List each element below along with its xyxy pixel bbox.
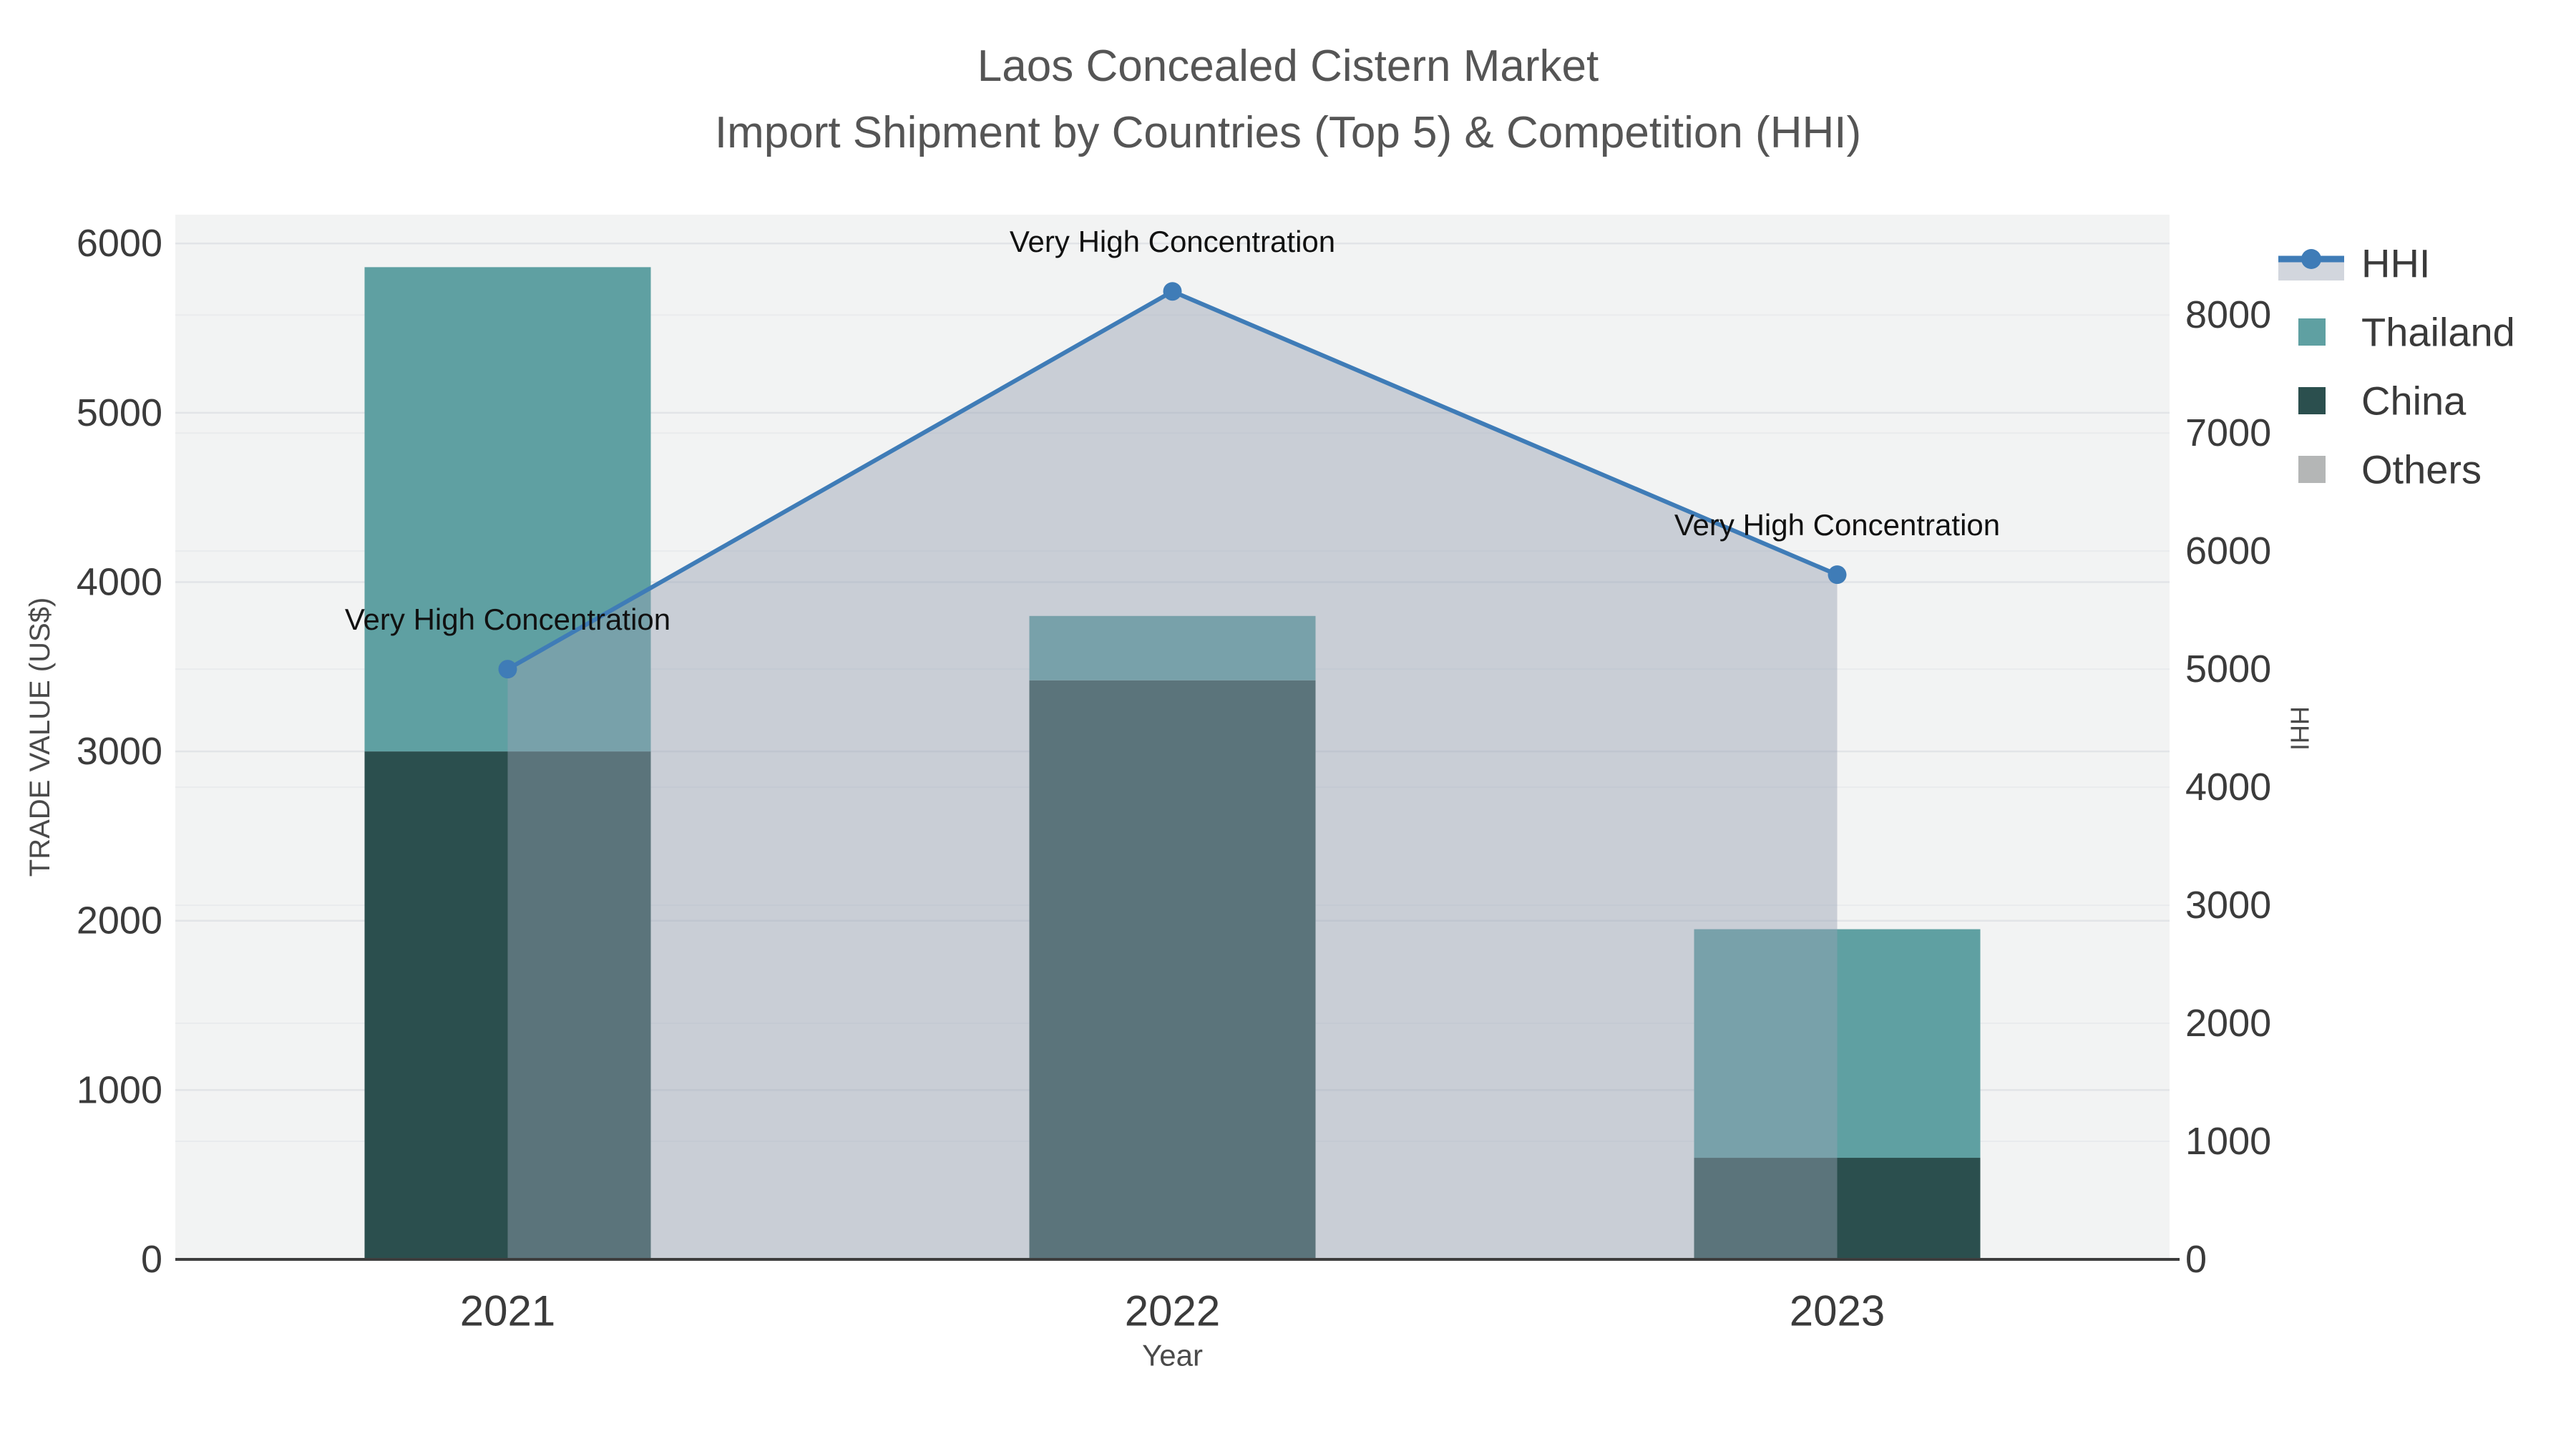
left-tick-3000: 3000 — [77, 730, 162, 773]
right-tick-6000: 6000 — [2185, 530, 2271, 572]
legend-item-others[interactable]: Others — [2298, 447, 2482, 492]
left-tick-0: 0 — [141, 1238, 162, 1281]
legend-hhi-marker-glyph — [2301, 249, 2321, 269]
bar-segment-thailand-2022 — [1029, 615, 1316, 680]
annotation-2021: Very High Concentration — [345, 602, 670, 636]
left-tick-6000: 6000 — [77, 222, 162, 265]
legend-swatch-china — [2298, 387, 2326, 414]
legend-item-hhi[interactable]: HHI — [2278, 241, 2430, 286]
legend-label-others: Others — [2361, 447, 2482, 492]
x-tick-2022: 2022 — [1125, 1287, 1220, 1335]
left-axis-title: TRADE VALUE (US$) — [24, 597, 56, 877]
hhi-area-fill — [507, 291, 1838, 1259]
right-tick-7000: 7000 — [2185, 411, 2271, 454]
right-axis-title: HHI — [2285, 706, 2315, 751]
bar-segment-china-2021 — [364, 751, 651, 1259]
legend-label-hhi: HHI — [2361, 241, 2430, 286]
bar-segment-china-2023 — [1694, 1158, 1981, 1259]
right-tick-4000: 4000 — [2185, 766, 2271, 809]
x-tick-2021: 2021 — [460, 1287, 555, 1335]
legend-item-thailand[interactable]: Thailand — [2298, 310, 2515, 355]
bar-segment-china-2022 — [1029, 680, 1316, 1259]
right-tick-3000: 3000 — [2185, 884, 2271, 927]
legend-swatch-thailand — [2298, 318, 2326, 346]
right-tick-1000: 1000 — [2185, 1120, 2271, 1163]
right-tick-5000: 5000 — [2185, 648, 2271, 691]
hhi-marker-2022 — [1163, 282, 1182, 301]
right-tick-2000: 2000 — [2185, 1002, 2271, 1045]
left-tick-1000: 1000 — [77, 1068, 162, 1111]
bar-segment-thailand-2023 — [1694, 929, 1981, 1158]
legend-swatch-others — [2298, 456, 2326, 483]
left-tick-5000: 5000 — [77, 391, 162, 434]
right-tick-0: 0 — [2185, 1238, 2207, 1281]
legend-label-china: China — [2361, 379, 2467, 424]
x-axis-title: Year — [1142, 1339, 1203, 1372]
x-tick-2023: 2023 — [1790, 1287, 1885, 1335]
left-tick-4000: 4000 — [77, 560, 162, 603]
hhi-marker-2023 — [1828, 565, 1847, 585]
hhi-marker-2021 — [498, 660, 517, 679]
legend-label-thailand: Thailand — [2361, 310, 2515, 355]
legend-item-china[interactable]: China — [2298, 379, 2467, 424]
annotation-2022: Very High Concentration — [1010, 225, 1335, 258]
right-tick-8000: 8000 — [2185, 293, 2271, 336]
left-tick-2000: 2000 — [77, 899, 162, 942]
annotation-2023: Very High Concentration — [1674, 508, 2000, 542]
